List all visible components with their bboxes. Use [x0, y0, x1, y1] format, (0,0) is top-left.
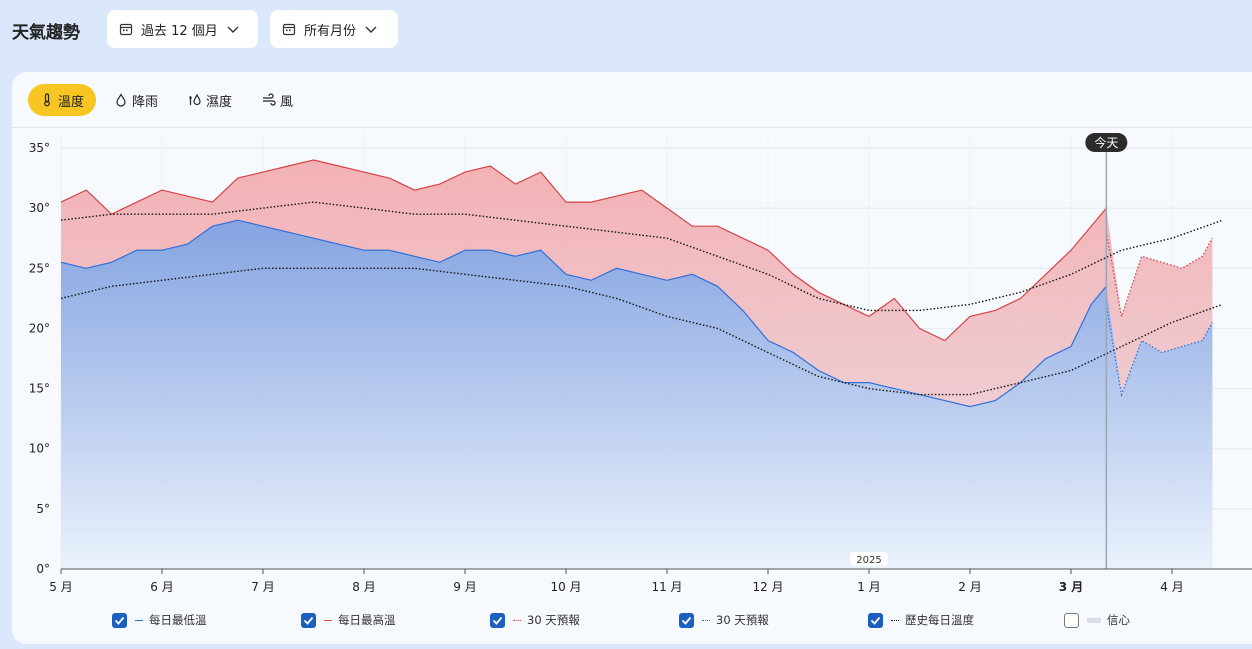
legend-label: 30 天預報 [716, 613, 769, 627]
checkbox-unchecked[interactable] [1064, 612, 1079, 628]
forecast-max-line [1105, 232, 1213, 317]
x-tick-label: 2 月 [958, 580, 981, 594]
droplet-icon [116, 93, 126, 107]
y-tick-label: 20° [29, 321, 50, 335]
x-tick-label: 7 月 [251, 580, 274, 594]
checkbox-checked[interactable] [490, 612, 505, 628]
legend-swatch [324, 619, 332, 621]
y-tick-label: 15° [29, 382, 50, 396]
page-title: 天氣趨勢 [12, 23, 80, 43]
calendar-icon [119, 23, 133, 36]
legend-item-forecast-min[interactable]: 30 天預報 [679, 612, 769, 628]
min-temp-area [61, 220, 1213, 569]
date-range-label: 過去 12 個月 [141, 23, 218, 39]
x-tick-label: 9 月 [453, 580, 476, 594]
tab-rain[interactable]: 降雨 [102, 84, 170, 116]
x-tick-label: 8 月 [352, 580, 375, 594]
checkbox-checked[interactable] [301, 612, 316, 628]
x-tick-label: 3 月 [1059, 580, 1084, 594]
today-badge [1085, 133, 1128, 152]
y-tick-label: 0° [36, 562, 50, 576]
legend-item-daily-max[interactable]: 每日最高溫 [301, 612, 396, 628]
check-icon [681, 616, 692, 625]
checkbox-checked[interactable] [679, 612, 694, 628]
tab-label: 降雨 [132, 94, 159, 110]
metric-tabs: 溫度 降雨 濕度 風 [28, 84, 311, 116]
daily-min-line [60, 219, 1107, 408]
x-tick-label: 4 月 [1160, 580, 1183, 594]
top-bar: 天氣趨勢 過去 12 個月 所有月份 [0, 0, 1252, 62]
x-tick-label: 1 月 [857, 580, 880, 594]
legend-swatch [135, 619, 143, 621]
y-tick-label: 5° [36, 502, 50, 516]
months-label: 所有月份 [304, 23, 357, 39]
wind-icon [263, 93, 276, 106]
legend-label: 30 天預報 [527, 613, 580, 627]
legend-swatch [1087, 617, 1101, 623]
x-tick-label: 5 月 [49, 580, 72, 594]
year-label: 2025 [856, 555, 881, 566]
area-fills [61, 160, 1213, 569]
legend-label: 歷史每日溫度 [905, 613, 974, 627]
x-tick-label: 10 月 [550, 580, 581, 594]
temperature-chart: 今天 0° 5° 10° 15° 20° 25° 30° 35° 5 月 6 月 7 月 8 月 9 月… [29, 132, 1252, 594]
calendar-icon [282, 23, 296, 36]
legend-item-forecast-max[interactable]: 30 天預報 [490, 612, 580, 628]
x-tick-label: 6 月 [150, 580, 173, 594]
y-tick-label: 10° [29, 442, 50, 456]
tab-humidity[interactable]: 濕度 [176, 84, 244, 116]
legend-label: 每日最高溫 [338, 613, 396, 627]
checkbox-checked[interactable] [868, 612, 883, 628]
legend-item-confidence[interactable]: 信心 [1064, 612, 1130, 628]
legend-item-historical[interactable]: 歷史每日溫度 [868, 612, 974, 628]
x-tick-label: 11 月 [651, 580, 682, 594]
checkbox-checked[interactable] [112, 612, 127, 628]
chevron-down-icon [365, 26, 377, 33]
max-temp-area [61, 160, 1213, 407]
legend-swatch [891, 619, 899, 621]
tab-temperature[interactable]: 溫度 [28, 84, 97, 116]
y-tick-label: 30° [29, 201, 50, 215]
months-dropdown[interactable]: 所有月份 [270, 10, 398, 48]
historical-min-line [60, 267, 1223, 396]
x-tick-label: 12 月 [752, 580, 783, 594]
today-label: 今天 [1094, 135, 1118, 150]
tab-label: 風 [280, 94, 294, 110]
y-tick-label: 35° [29, 141, 50, 155]
humidity-icon [189, 93, 201, 106]
forecast-min-line [1105, 304, 1213, 398]
chart-card: 溫度 降雨 濕度 風 今天 0° 5° 10° 15° [12, 72, 1252, 644]
tab-label: 濕度 [206, 94, 233, 110]
legend-swatch [702, 619, 710, 621]
check-icon [492, 616, 503, 625]
y-tick-label: 25° [29, 261, 50, 275]
legend-swatch [513, 619, 521, 621]
series-lines: 今天 [60, 133, 1223, 569]
chevron-down-icon [227, 26, 239, 33]
date-range-dropdown[interactable]: 過去 12 個月 [107, 10, 258, 48]
daily-max-line [60, 159, 1107, 342]
tab-divider [12, 127, 1252, 128]
tab-wind[interactable]: 風 [250, 84, 305, 116]
legend-item-daily-min[interactable]: 每日最低溫 [112, 612, 207, 628]
legend-label: 每日最低溫 [149, 613, 207, 627]
legend-label: 信心 [1107, 613, 1130, 627]
chart-legend: 每日最低溫 每日最高溫 30 天預報 30 天預報 歷史每日溫度 信心 [12, 612, 1252, 632]
check-icon [114, 616, 125, 625]
check-icon [870, 616, 881, 625]
axes: 0° 5° 10° 15° 20° 25° 30° 35° 5 月 6 月 7 月 8 月 9 月 10 … [29, 141, 1252, 594]
thermometer-icon [44, 93, 50, 107]
check-icon [303, 616, 314, 625]
year-badge [850, 552, 888, 566]
tab-label: 溫度 [58, 94, 85, 110]
